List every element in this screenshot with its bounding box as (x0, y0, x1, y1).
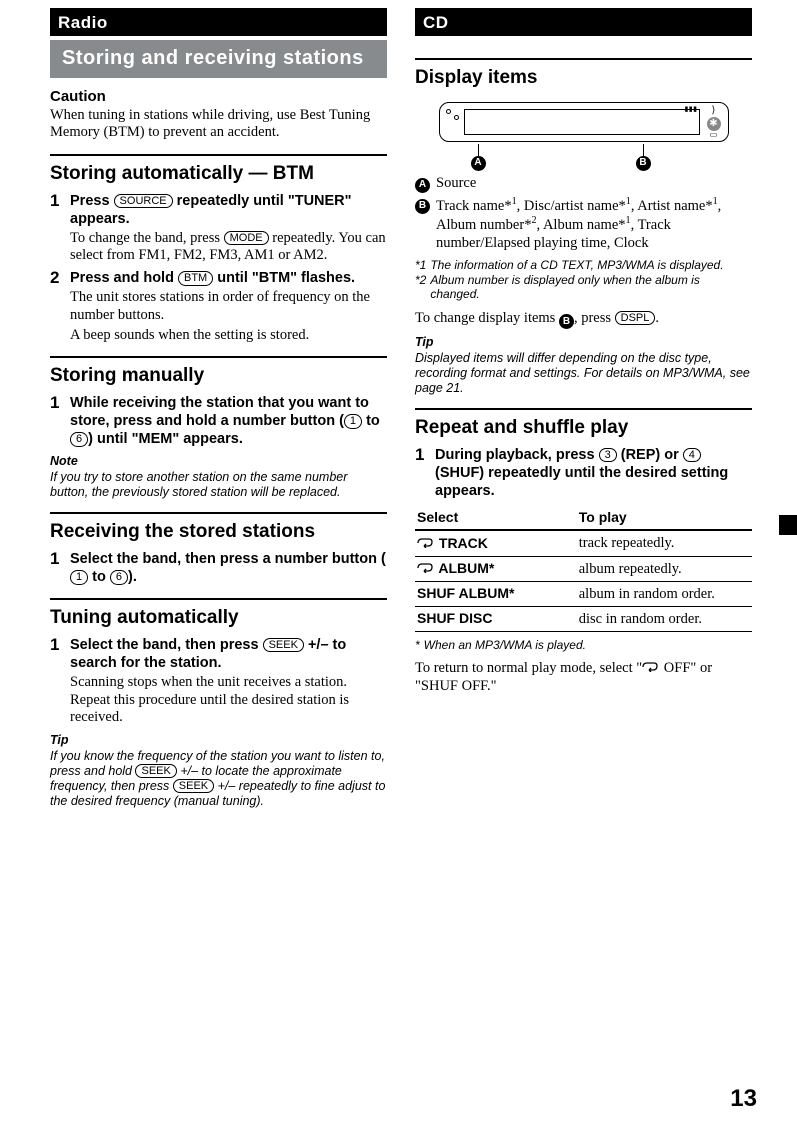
step-instruction: Press SOURCE repeatedly until "TUNER" ap… (70, 192, 387, 228)
btm-step-2: 2 Press and hold BTM until "BTM" flashes… (50, 269, 387, 344)
step-number: 1 (415, 446, 429, 500)
table-row: ALBUM* album repeatedly. (415, 556, 752, 581)
storing-header: Storing and receiving stations (50, 40, 387, 78)
footnote-1: *1The information of a CD TEXT, MP3/WMA … (415, 258, 752, 272)
repeat-step-1: 1 During playback, press 3 (REP) or 4 (S… (415, 446, 752, 500)
right-column: CD Display items ▮▮▮ ⟩ ✱ ▭ A B (415, 8, 752, 809)
repeat-heading: Repeat and shuffle play (415, 416, 752, 440)
step-number: 1 (50, 192, 64, 266)
definition-a-text: Source (436, 175, 476, 193)
definition-b-text: Track name*1, Disc/artist name*1, Artist… (436, 196, 752, 253)
note-heading: Note (50, 454, 387, 470)
return-text: To return to normal play mode, select " … (415, 660, 752, 695)
manual-step-1: 1 While receiving the station that you w… (50, 394, 387, 448)
callout-b-icon: B (636, 156, 651, 171)
btm-button-label: BTM (178, 271, 213, 286)
eq-icon: ▮▮▮ (684, 106, 697, 115)
num1-button-label: 1 (70, 570, 88, 585)
receive-step-1: 1 Select the band, then press a number b… (50, 550, 387, 586)
step-instruction: Select the band, then press SEEK +/– to … (70, 636, 387, 672)
step-instruction: While receiving the station that you wan… (70, 394, 387, 448)
tuning-step-1: 1 Select the band, then press SEEK +/– t… (50, 636, 387, 727)
left-column: Radio Storing and receiving stations Cau… (50, 8, 387, 809)
num4-button-label: 4 (683, 448, 701, 463)
divider (50, 512, 387, 514)
step-number: 1 (50, 394, 64, 448)
table-row: SHUF ALBUM* album in random order. (415, 581, 752, 606)
btm-step-1: 1 Press SOURCE repeatedly until "TUNER" … (50, 192, 387, 266)
indicator-dot-icon (446, 109, 451, 114)
num1-button-label: 1 (344, 414, 362, 429)
tip-heading: Tip (50, 733, 387, 749)
seek-button-label: SEEK (263, 638, 304, 653)
bluetooth-icon: ✱ (705, 116, 723, 131)
num6-button-label: 6 (110, 570, 128, 585)
callout-a-icon: A (471, 156, 486, 171)
btm-heading: Storing automatically — BTM (50, 162, 387, 186)
table-header-select: Select (415, 506, 577, 531)
table-footnote: *When an MP3/WMA is played. (415, 638, 752, 652)
step-detail: To change the band, press MODE repeatedl… (70, 230, 387, 265)
footnote-2: *2Album number is displayed only when th… (415, 273, 752, 302)
mode-button-label: MODE (224, 231, 269, 246)
divider (50, 598, 387, 600)
repeat-icon (417, 563, 433, 573)
step-instruction: Press and hold BTM until "BTM" flashes. (70, 269, 387, 287)
step-detail: A beep sounds when the setting is stored… (70, 327, 387, 345)
callout-a-icon: A (415, 178, 430, 193)
display-items-heading: Display items (415, 66, 752, 90)
num3-button-label: 3 (599, 448, 617, 463)
tip-heading: Tip (415, 335, 752, 351)
divider (415, 58, 752, 60)
step-instruction: During playback, press 3 (REP) or 4 (SHU… (435, 446, 752, 500)
indicator-dot-icon (454, 115, 459, 120)
repeat-icon (642, 662, 658, 672)
definition-b: B Track name*1, Disc/artist name*1, Arti… (415, 196, 752, 253)
tip-body: If you know the frequency of the station… (50, 749, 387, 809)
step-number: 2 (50, 269, 64, 344)
page-number: 13 (730, 1084, 757, 1114)
dspl-button-label: DSPL (615, 311, 656, 326)
table-row: TRACK track repeatedly. (415, 530, 752, 556)
callout-b-icon: B (559, 314, 574, 329)
step-instruction: Select the band, then press a number but… (70, 550, 387, 586)
display-diagram: ▮▮▮ ⟩ ✱ ▭ A B (439, 102, 729, 171)
step-detail: Scanning stops when the unit receives a … (70, 674, 387, 727)
table-header-toplay: To play (577, 506, 752, 531)
repeat-icon (417, 538, 433, 548)
step-detail: The unit stores stations in order of fre… (70, 289, 387, 324)
divider (50, 356, 387, 358)
radio-header: Radio (50, 8, 387, 36)
caution-heading: Caution (50, 88, 387, 107)
seek-button-label: SEEK (173, 779, 214, 794)
cd-header: CD (415, 8, 752, 36)
num6-button-label: 6 (70, 432, 88, 447)
step-number: 1 (50, 636, 64, 727)
card-icon: ▭ (705, 130, 723, 140)
tip-body: Displayed items will differ depending on… (415, 351, 752, 396)
manual-heading: Storing manually (50, 364, 387, 388)
display-screen (464, 109, 700, 135)
seek-button-label: SEEK (135, 764, 176, 779)
source-button-label: SOURCE (114, 194, 173, 209)
divider (50, 154, 387, 156)
tuning-heading: Tuning automatically (50, 606, 387, 630)
edge-tab (779, 515, 797, 535)
definition-a: A Source (415, 175, 752, 193)
repeat-table: Select To play TRACK track repeatedly. A… (415, 506, 752, 632)
change-display-text: To change display items B, press DSPL. (415, 310, 752, 330)
callout-b-icon: B (415, 199, 430, 214)
step-number: 1 (50, 550, 64, 586)
note-body: If you try to store another station on t… (50, 470, 387, 500)
receive-heading: Receiving the stored stations (50, 520, 387, 544)
divider (415, 408, 752, 410)
caution-body: When tuning in stations while driving, u… (50, 107, 387, 142)
table-row: SHUF DISC disc in random order. (415, 606, 752, 631)
